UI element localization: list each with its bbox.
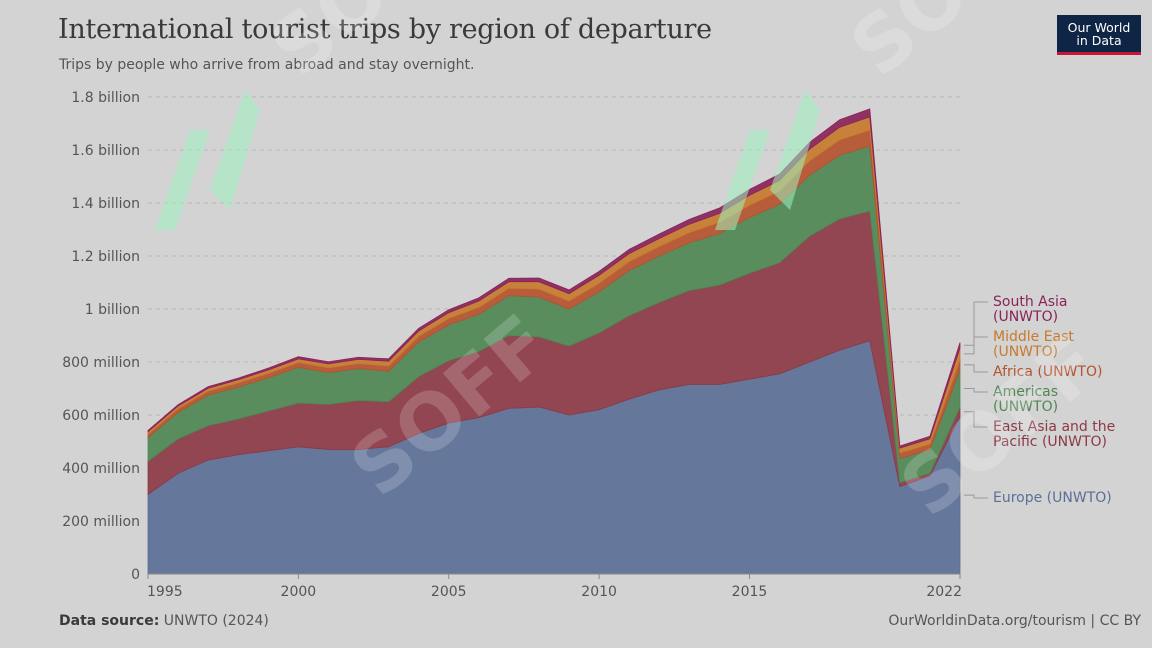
legend-label-line: East Asia and the — [993, 419, 1115, 435]
x-tick-label: 2005 — [431, 584, 467, 600]
legend-label-line: Africa (UNWTO) — [993, 364, 1102, 380]
logo-line-1: Our World — [1067, 20, 1131, 35]
chart-subtitle: Trips by people who arrive from abroad a… — [59, 57, 475, 73]
y-tick-label: 200 million — [62, 514, 140, 530]
legend-label-line: Europe (UNWTO) — [993, 490, 1112, 506]
x-tick-label: 2022 — [926, 584, 962, 600]
owid-logo[interactable]: Our World in Data — [1057, 15, 1141, 55]
y-tick-label: 0 — [131, 567, 140, 583]
legend-label-line: Americas — [993, 384, 1058, 400]
legend-label: South Asia (UNWTO) — [993, 294, 1067, 325]
y-tick-label: 800 million — [62, 355, 140, 371]
chart-title: International tourist trips by region of… — [58, 14, 712, 45]
axes: 0 200 million 400 million 600 million 800 mi… — [62, 90, 962, 600]
watermark-logo — [155, 90, 260, 230]
legend-label-line: (UNWTO) — [993, 399, 1058, 415]
y-tick-label: 1.8 billion — [71, 90, 140, 106]
y-tick-label: 1.2 billion — [71, 249, 140, 265]
legend-label-line: South Asia — [993, 294, 1067, 310]
legend-label: Middle East (UNWTO) — [993, 329, 1074, 360]
legend-label: Europe (UNWTO) — [993, 490, 1112, 506]
legend-connector — [964, 336, 988, 355]
x-tick-label: 2010 — [581, 584, 617, 600]
legend-label: East Asia and the Pacific (UNWTO) — [993, 419, 1115, 450]
legend-label-line: (UNWTO) — [993, 309, 1058, 325]
area-series — [147, 108, 961, 575]
legend-connector — [964, 411, 988, 428]
x-tick-label: 1995 — [147, 584, 183, 600]
logo-line-2: in Data — [1076, 33, 1122, 48]
data-source-label: Data source: — [59, 613, 160, 629]
legend-connector — [964, 388, 988, 393]
area-south-asia-unwto — [147, 108, 961, 449]
y-tick-label: 1.6 billion — [71, 143, 140, 159]
watermark-text: SOFF — [834, 0, 1067, 95]
legend-connector — [964, 364, 988, 373]
y-tick-label: 600 million — [62, 408, 140, 424]
legend-connector — [964, 494, 988, 499]
legend-label-line: (UNWTO) — [993, 344, 1058, 360]
footer-link[interactable]: OurWorldinData.org/tourism | CC BY — [888, 613, 1141, 629]
legend-connector — [964, 301, 988, 346]
x-tick-label: 2015 — [732, 584, 768, 600]
watermark-logo — [715, 90, 820, 230]
y-tick-label: 1 billion — [85, 302, 140, 318]
legend-label: Americas (UNWTO) — [993, 384, 1058, 415]
legend: South Asia (UNWTO)Middle East (UNWTO)Afric… — [964, 294, 1115, 506]
watermark-text: SOFF — [254, 0, 487, 95]
y-tick-label: 400 million — [62, 461, 140, 477]
x-tick-label: 2000 — [281, 584, 317, 600]
data-source-value[interactable]: UNWTO (2024) — [163, 613, 269, 629]
legend-label-line: Pacific (UNWTO) — [993, 434, 1107, 450]
y-tick-label: 1.4 billion — [71, 196, 140, 212]
legend-label: Africa (UNWTO) — [993, 364, 1102, 380]
legend-label-line: Middle East — [993, 329, 1074, 345]
data-source: Data source: UNWTO (2024) — [59, 613, 269, 629]
